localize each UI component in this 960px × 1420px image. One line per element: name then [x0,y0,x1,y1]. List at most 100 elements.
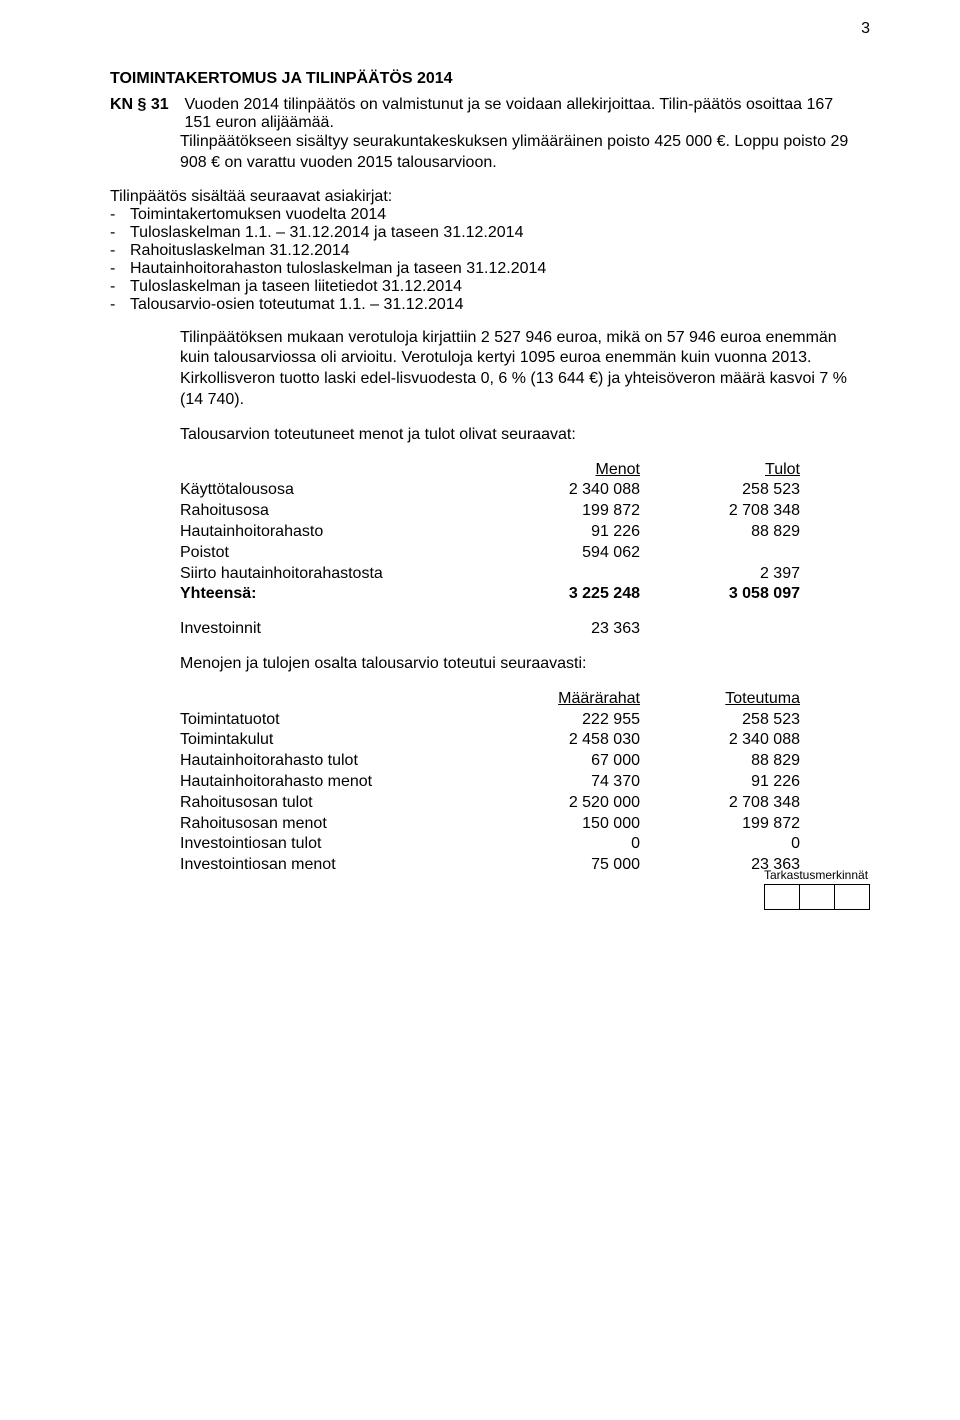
kn-row: KN § 31 Vuoden 2014 tilinpäätös on valmi… [110,96,880,132]
table-toteutuma: Määrärahat Toteutuma Toimintatuotot222 9… [180,689,950,876]
table-row: Rahoitusosan tulot2 520 0002 708 348 [180,793,950,814]
cell: Hautainhoitorahasto tulot [180,751,500,772]
cell: 2 397 [640,564,800,585]
list-intro: Tilinpäätös sisältää seuraavat asiakirja… [110,188,780,206]
cell: 2 340 088 [640,730,800,751]
cell: 88 829 [640,522,800,543]
cell: Investoinnit [180,619,500,640]
para-3: Tilinpäätöksen mukaan verotuloja kirjatt… [180,328,850,411]
cell: 2 708 348 [640,793,800,814]
list-item: -Toimintakertomuksen vuodelta 2014 [110,206,780,224]
cell: Hautainhoitorahasto menot [180,772,500,793]
cell: 199 872 [640,814,800,835]
cell: 199 872 [500,501,640,522]
para-4: Talousarvion toteutuneet menot ja tulot … [180,425,850,446]
table-row: Käyttötalousosa2 340 088258 523 [180,480,950,501]
cell: Poistot [180,543,500,564]
list-item-text: Tuloslaskelman ja taseen liitetiedot 31.… [130,278,462,296]
section-heading: TOIMINTAKERTOMUS JA TILINPÄÄTÖS 2014 [110,70,880,88]
table-row: Siirto hautainhoitorahastosta 2 397 [180,564,950,585]
cell: Investointiosan tulot [180,834,500,855]
cell: Investointiosan menot [180,855,500,876]
cell: 91 226 [500,522,640,543]
cell: Rahoitusosan menot [180,814,500,835]
table-row: Poistot594 062 [180,543,950,564]
list-item-text: Toimintakertomuksen vuodelta 2014 [130,206,386,224]
dash-icon: - [110,224,130,242]
cell: 3 225 248 [500,584,640,605]
dash-icon: - [110,296,130,314]
list-item-text: Talousarvio-osien toteutumat 1.1. – 31.1… [130,296,464,314]
table-head-toteutuma: Toteutuma [640,689,800,710]
cell: Käyttötalousosa [180,480,500,501]
cell: 222 955 [500,710,640,731]
cell: 2 458 030 [500,730,640,751]
table-head-maararahat: Määrärahat [500,689,640,710]
cell: Siirto hautainhoitorahastosta [180,564,500,585]
dash-icon: - [110,242,130,260]
cell: 258 523 [640,480,800,501]
footer-cell [835,884,870,909]
page-number: 3 [861,20,870,38]
list-item: -Hautainhoitorahaston tuloslaskelman ja … [110,260,780,278]
table-row: Rahoitusosan menot150 000199 872 [180,814,950,835]
cell: 75 000 [500,855,640,876]
cell: 0 [500,834,640,855]
cell: 2 340 088 [500,480,640,501]
para-1: Vuoden 2014 tilinpäätös on valmistunut j… [184,96,854,132]
para-2: Tilinpäätökseen sisältyy seurakuntakesku… [180,132,850,174]
cell: Rahoitusosan tulot [180,793,500,814]
cell: 88 829 [640,751,800,772]
list-item-text: Rahoituslaskelman 31.12.2014 [130,242,350,260]
cell [640,543,800,564]
table-row: Hautainhoitorahasto91 22688 829 [180,522,950,543]
list-item-text: Tuloslaskelman 1.1. – 31.12.2014 ja tase… [130,224,523,242]
cell: 91 226 [640,772,800,793]
table-head-menot: Menot [500,460,640,481]
cell: 150 000 [500,814,640,835]
cell: Yhteensä: [180,584,500,605]
footer-cell [800,884,835,909]
table-row: Rahoitusosa199 8722 708 348 [180,501,950,522]
cell: 74 370 [500,772,640,793]
cell: 0 [640,834,800,855]
cell: Toimintatuotot [180,710,500,731]
table-header-row: Menot Tulot [180,460,950,481]
list-item: -Tuloslaskelman ja taseen liitetiedot 31… [110,278,780,296]
table-head-tulot: Tulot [640,460,800,481]
table-header-row: Määrärahat Toteutuma [180,689,950,710]
list-item: -Talousarvio-osien toteutumat 1.1. – 31.… [110,296,780,314]
cell: 2 520 000 [500,793,640,814]
document-page: 3 TOIMINTAKERTOMUS JA TILINPÄÄTÖS 2014 K… [0,0,960,930]
dash-icon: - [110,278,130,296]
cell: 594 062 [500,543,640,564]
dash-icon: - [110,260,130,278]
table-total-row: Yhteensä:3 225 2483 058 097 [180,584,950,605]
table-row: Hautainhoitorahasto tulot67 00088 829 [180,751,950,772]
table-head-blank [180,689,500,710]
footer-audit-box: Tarkastusmerkinnät [764,868,870,910]
cell: 23 363 [500,619,640,640]
dash-icon: - [110,206,130,224]
list-item: -Rahoituslaskelman 31.12.2014 [110,242,780,260]
footer-cell [765,884,800,909]
cell: 258 523 [640,710,800,731]
attachment-list: Tilinpäätös sisältää seuraavat asiakirja… [110,188,780,314]
cell: 67 000 [500,751,640,772]
cell: Toimintakulut [180,730,500,751]
table-head-blank [180,460,500,481]
table-row: Hautainhoitorahasto menot74 37091 226 [180,772,950,793]
table-row: Investoinnit23 363 [180,619,950,640]
para-5: Menojen ja tulojen osalta talousarvio to… [180,654,850,675]
cell: 2 708 348 [640,501,800,522]
table-menot-tulot: Menot Tulot Käyttötalousosa2 340 088258 … [180,460,950,606]
table-row: Toimintatuotot222 955258 523 [180,710,950,731]
footer-check-table [764,884,870,910]
table-investoinnit: Investoinnit23 363 [180,619,950,640]
cell [500,564,640,585]
cell: 3 058 097 [640,584,800,605]
list-item: -Tuloslaskelman 1.1. – 31.12.2014 ja tas… [110,224,780,242]
cell [640,619,800,640]
footer-label: Tarkastusmerkinnät [764,868,870,882]
table-row: Investointiosan tulot00 [180,834,950,855]
